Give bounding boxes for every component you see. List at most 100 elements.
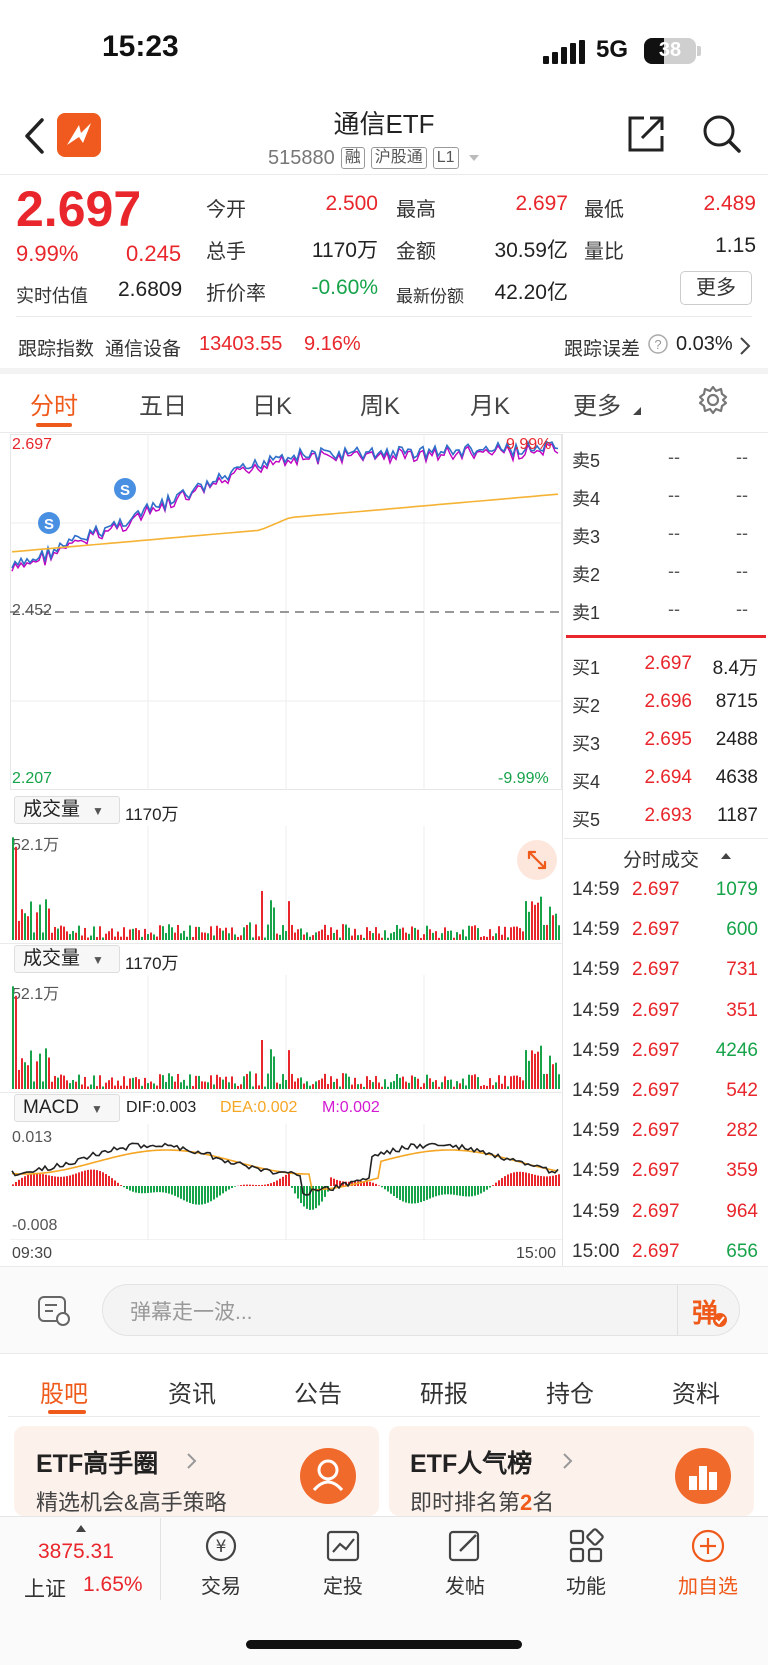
nav-invest-plan[interactable]: 定投 — [323, 1576, 363, 1598]
tab-weekly-k[interactable]: 周K — [360, 393, 401, 420]
macd-histogram-bar — [141, 1186, 143, 1194]
trade-icon[interactable]: ¥ — [202, 1527, 240, 1565]
volume-bar — [264, 937, 266, 940]
macd-histogram-bar — [450, 1186, 452, 1195]
section-tab-research[interactable]: 研报 — [420, 1381, 468, 1408]
more-button[interactable]: 更多 — [680, 271, 752, 305]
expand-button[interactable] — [517, 840, 557, 880]
volume-bar — [147, 1083, 149, 1089]
macd-histogram-bar — [198, 1186, 200, 1205]
nav-trade[interactable]: 交易 — [201, 1576, 241, 1598]
section-tab-forum[interactable]: 股吧 — [40, 1381, 88, 1408]
tab-intraday[interactable]: 分时 — [30, 393, 78, 420]
volume-bar — [495, 933, 497, 940]
volume-bar — [312, 1084, 314, 1089]
macd-histogram-bar — [159, 1186, 161, 1193]
volume-bar — [492, 1085, 494, 1089]
volume-bar — [366, 1076, 368, 1089]
volume-bar — [165, 1081, 167, 1089]
back-icon[interactable] — [22, 116, 48, 156]
volume-bar — [63, 926, 65, 940]
macd-histogram-bar — [324, 1186, 326, 1197]
app-logo[interactable] — [57, 113, 101, 157]
macd-histogram-bar — [525, 1172, 527, 1186]
price-chart[interactable]: S S — [10, 434, 562, 790]
search-icon[interactable] — [700, 112, 744, 156]
volume-bar — [285, 930, 287, 940]
trade-volume: 656 — [726, 1240, 758, 1262]
tab-five-day[interactable]: 五日 — [139, 393, 187, 420]
section-tab-notice[interactable]: 公告 — [294, 1381, 342, 1408]
indicator-select-macd[interactable]: MACD ▼ — [14, 1094, 120, 1122]
sell-marker-icon[interactable] — [114, 478, 136, 500]
volume-bar — [273, 907, 275, 940]
volume-bar — [234, 934, 236, 940]
macd-histogram-bar — [117, 1182, 119, 1186]
volume-chart — [12, 826, 560, 940]
share-icon[interactable] — [624, 112, 668, 156]
danmu-settings-icon[interactable] — [36, 1292, 72, 1328]
trade-time: 14:59 — [572, 1120, 620, 1142]
section-tab-profile[interactable]: 资料 — [672, 1381, 720, 1408]
experts-icon — [300, 1448, 356, 1504]
help-icon[interactable]: ? — [647, 333, 669, 355]
danmu-input[interactable] — [102, 1284, 740, 1336]
volume-bar — [195, 1075, 197, 1089]
track-index-name[interactable]: 通信设备 — [105, 339, 182, 360]
volume-bar — [141, 1085, 143, 1089]
volume-bar — [393, 1080, 395, 1089]
volume-bar — [486, 936, 488, 940]
high-value: 2.697 — [515, 192, 568, 215]
functions-icon[interactable] — [567, 1527, 605, 1565]
volume-bar — [195, 926, 197, 940]
home-indicator — [246, 1640, 522, 1649]
volume-bar — [303, 1083, 305, 1089]
macd-histogram-bar — [558, 1174, 560, 1186]
volume-bar — [390, 1082, 392, 1089]
buy-level-label: 买4 — [572, 772, 601, 792]
nav-add-watchlist[interactable]: 加自选 — [678, 1576, 738, 1598]
post-icon[interactable] — [446, 1527, 484, 1565]
volume-bar — [249, 922, 251, 940]
macd-histogram-bar — [444, 1186, 446, 1195]
expand-icon — [527, 850, 547, 870]
add-watchlist-icon[interactable] — [689, 1527, 727, 1565]
macd-histogram-bar — [552, 1175, 554, 1186]
nav-post[interactable]: 发帖 — [445, 1576, 485, 1598]
volume-bar — [153, 1083, 155, 1089]
volume-bar — [246, 924, 248, 940]
book-divider — [566, 635, 766, 638]
volume-bar — [381, 1086, 383, 1089]
volume-bar — [252, 937, 254, 940]
volume-bar — [45, 1048, 47, 1089]
chart-bottom-pct: -9.99% — [498, 770, 549, 787]
volume-bar — [51, 1081, 53, 1089]
macd-histogram-bar — [201, 1186, 203, 1205]
tab-daily-k[interactable]: 日K — [252, 393, 293, 420]
indicator-select-volume-2[interactable]: 成交量 ▼ — [14, 945, 120, 973]
volume-max-label: 52.1万 — [12, 837, 60, 854]
dropdown-icon[interactable] — [465, 152, 483, 164]
trades-title[interactable]: 分时成交 — [623, 850, 700, 871]
volume-bar — [489, 1078, 491, 1089]
invest-plan-icon[interactable] — [324, 1527, 362, 1565]
section-tab-news[interactable]: 资讯 — [168, 1381, 216, 1408]
tab-monthly-k[interactable]: 月K — [470, 393, 511, 420]
section-tab-holdings[interactable]: 持仓 — [546, 1381, 594, 1408]
sell-marker-icon[interactable] — [38, 512, 60, 534]
volume-bar — [78, 1074, 80, 1089]
sort-up-icon[interactable] — [720, 850, 732, 862]
volume-bar — [126, 936, 128, 940]
volume-bar — [300, 928, 302, 940]
settings-icon[interactable] — [697, 384, 729, 416]
tab-more[interactable]: 更多 — [573, 393, 621, 420]
volume-bar — [255, 924, 257, 940]
volume-bar — [291, 1073, 293, 1089]
ranking-prefix: 即时排名第 — [410, 1490, 521, 1515]
indicator-select-volume[interactable]: 成交量 ▼ — [14, 796, 120, 824]
volume-bar — [405, 932, 407, 940]
nav-functions[interactable]: 功能 — [566, 1576, 606, 1598]
macd-histogram-bar — [417, 1186, 419, 1203]
volume-bar — [111, 928, 113, 940]
chevron-right-icon[interactable] — [738, 336, 752, 356]
